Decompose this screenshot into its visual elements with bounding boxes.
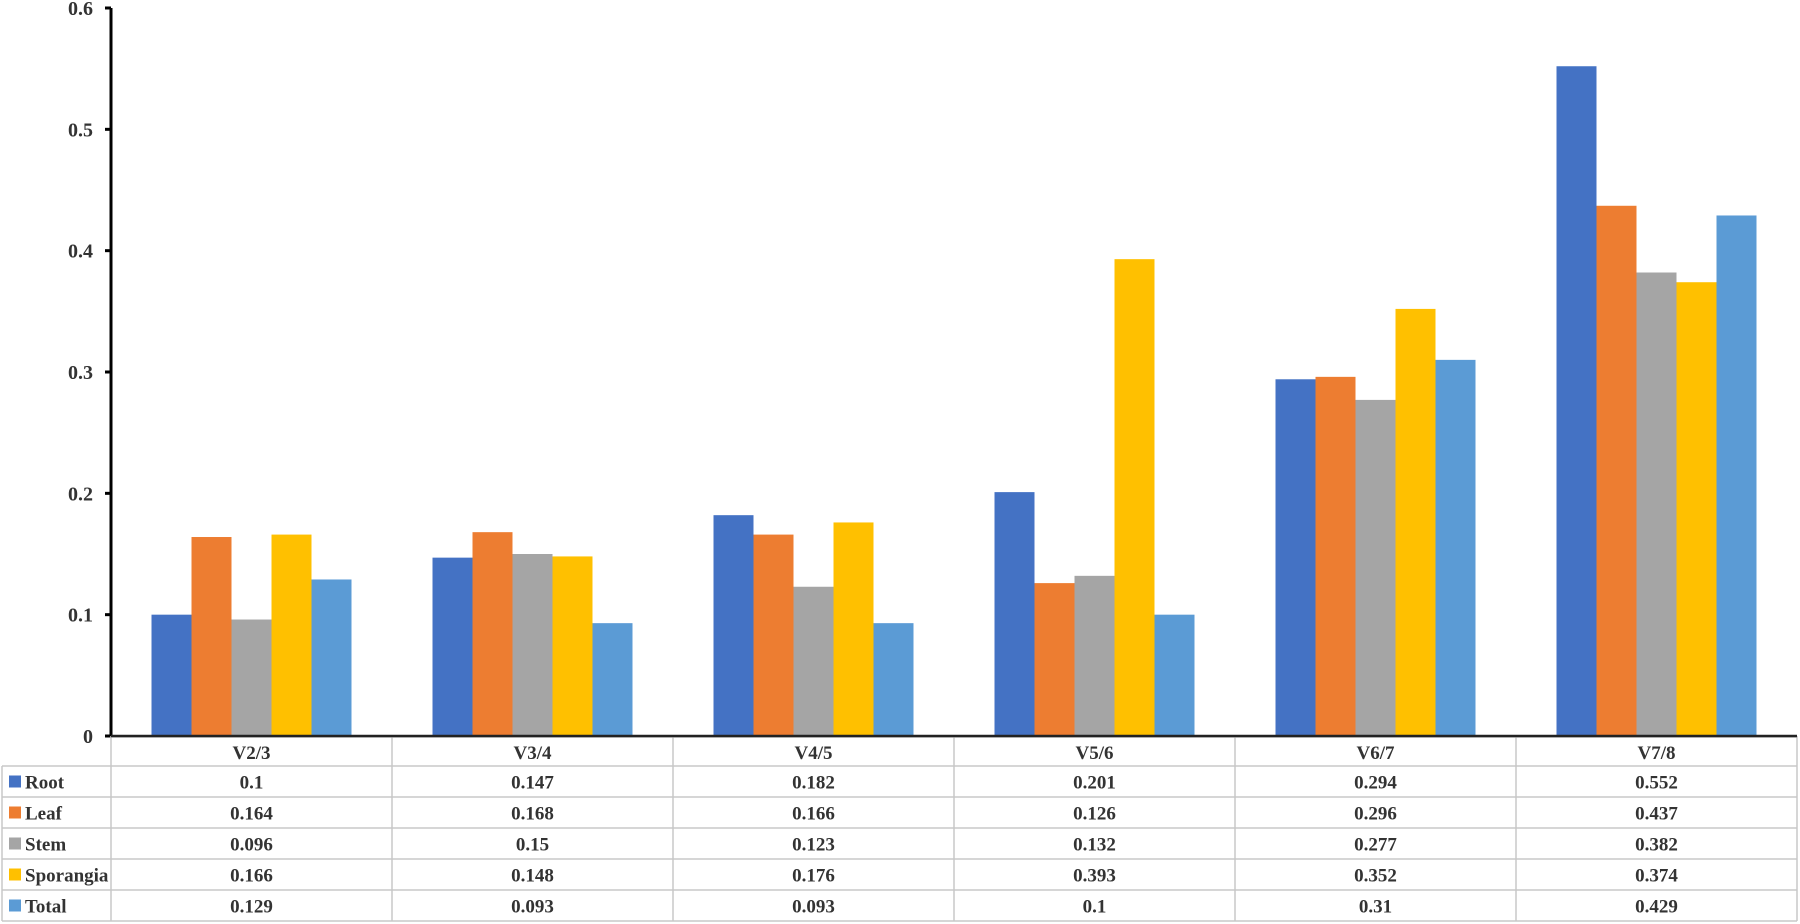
bar-sporangia-5 [1676,282,1717,736]
legend-swatch-total [9,899,21,912]
table-cell-value: 0.1 [240,773,264,794]
table-cell-value: 0.093 [511,897,554,918]
legend-label-root: Root [25,773,65,794]
x-category-label: V4/5 [795,743,833,764]
table-cell-value: 0.132 [1073,835,1116,856]
table-cell-value: 0.1 [1083,897,1107,918]
table-cell-value: 0.126 [1073,804,1116,825]
bar-total-0 [311,579,352,736]
bar-sporangia-2 [833,522,874,736]
table-cell-value: 0.393 [1073,866,1116,887]
bar-stem-4 [1355,399,1396,736]
table-cell-value: 0.352 [1354,866,1397,887]
table-cell-value: 0.166 [792,804,835,825]
bar-leaf-3 [1034,583,1075,736]
legend-label-leaf: Leaf [25,804,63,825]
table-cell-value: 0.31 [1359,897,1392,918]
table-cell-value: 0.296 [1354,804,1397,825]
table-cell-value: 0.429 [1635,897,1678,918]
table-cell-value: 0.129 [230,897,273,918]
table-cell-value: 0.147 [511,773,554,794]
bar-root-0 [151,614,192,736]
table-cell-value: 0.277 [1354,835,1397,856]
legend-label-total: Total [25,897,67,918]
bar-stem-3 [1074,575,1115,736]
table-cell-value: 0.123 [792,835,835,856]
legend-swatch-stem [9,837,21,850]
table-cell-value: 0.148 [511,866,554,887]
bar-leaf-1 [472,532,513,736]
bar-total-4 [1435,359,1476,736]
y-tick-label: 0.1 [68,605,93,627]
bar-leaf-2 [753,534,794,736]
table-cell-value: 0.382 [1635,835,1678,856]
legend-swatch-leaf [9,806,21,819]
table-cell-value: 0.168 [511,804,554,825]
bar-total-3 [1154,614,1195,736]
bar-leaf-4 [1315,376,1356,736]
table-cell-value: 0.166 [230,866,273,887]
bar-root-5 [1556,66,1597,737]
table-cell-value: 0.164 [230,804,273,825]
x-category-label: V3/4 [514,743,553,764]
y-tick-label: 0.5 [68,119,93,141]
bar-stem-2 [793,586,834,736]
bar-root-3 [994,492,1035,736]
y-tick-label: 0.3 [68,362,93,384]
table-cell-value: 0.182 [792,773,835,794]
bar-sporangia-1 [552,556,593,736]
bar-stem-1 [512,554,553,736]
bar-stem-5 [1636,272,1677,736]
y-tick-label: 0.4 [68,241,93,263]
table-cell-value: 0.552 [1635,773,1678,794]
table-cell-value: 0.093 [792,897,835,918]
x-category-label: V7/8 [1638,743,1676,764]
legend-label-sporangia: Sporangia [25,866,109,887]
table-cell-value: 0.15 [516,835,549,856]
table-cell-value: 0.374 [1635,866,1678,887]
table-cell-value: 0.201 [1073,773,1116,794]
bar-root-2 [713,515,754,736]
x-category-label: V6/7 [1357,743,1396,764]
y-tick-label: 0.2 [68,483,93,505]
bar-sporangia-3 [1114,259,1155,736]
bar-total-5 [1716,215,1757,737]
bar-total-2 [873,623,914,736]
legend-label-stem: Stem [25,835,66,856]
bar-leaf-0 [191,537,232,736]
bar-leaf-5 [1596,205,1637,737]
table-cell-value: 0.176 [792,866,835,887]
table-cell-value: 0.437 [1635,804,1678,825]
bar-root-1 [432,557,473,736]
table-cell-value: 0.294 [1354,773,1397,794]
legend-swatch-sporangia [9,868,21,881]
bar-sporangia-0 [271,534,312,736]
x-category-label: V2/3 [233,743,271,764]
bar-sporangia-4 [1395,308,1436,736]
bar-root-4 [1275,379,1316,736]
bar-total-1 [592,623,633,736]
y-tick-label: 0.6 [68,0,93,20]
bar-stem-0 [231,619,272,736]
legend-swatch-root [9,775,21,788]
table-cell-value: 0.096 [230,835,273,856]
y-tick-label: 0 [83,726,93,748]
x-category-label: V5/6 [1076,743,1114,764]
